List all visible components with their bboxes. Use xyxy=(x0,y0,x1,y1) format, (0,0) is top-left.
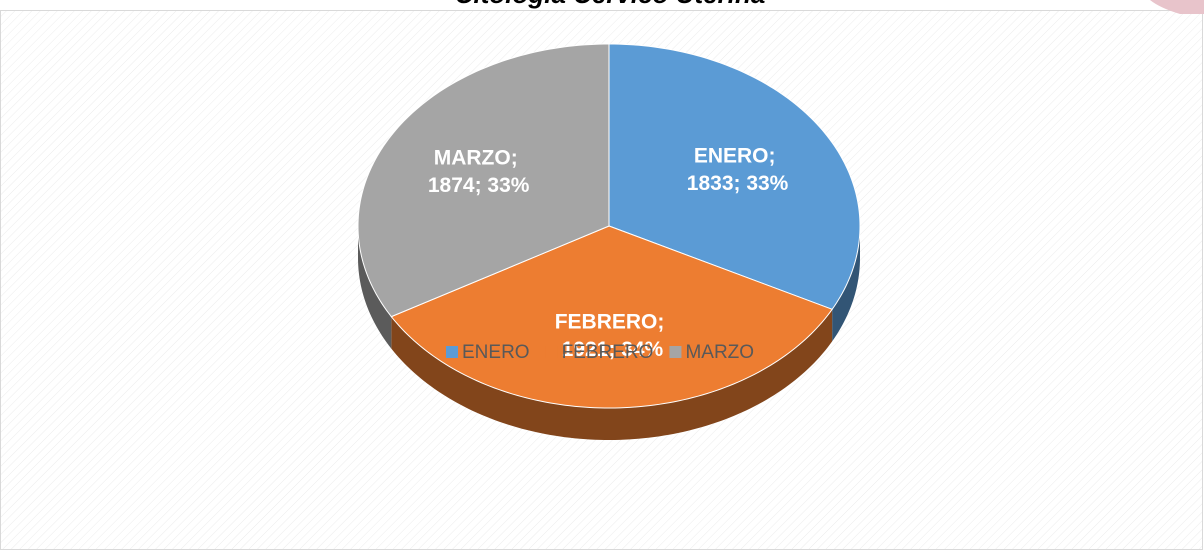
data-label-line: ENERO; xyxy=(694,144,782,167)
data-label-line: 1833; 33% xyxy=(687,171,789,194)
pie-side xyxy=(832,226,860,342)
corner-decoration xyxy=(1150,0,1204,14)
legend-label: MARZO xyxy=(685,342,754,363)
data-label-line: MARZO; xyxy=(434,146,524,169)
data-label-line: FEBRERO; xyxy=(555,310,671,333)
legend-swatch xyxy=(446,346,458,358)
data-label: FEBRERO; 1921; 34% xyxy=(555,310,671,360)
pie-slice xyxy=(357,43,610,318)
legend-swatch xyxy=(545,346,558,358)
pie-slice xyxy=(608,43,861,310)
data-label-line: 1921; 34% xyxy=(562,337,664,360)
chart-title: Citología Cervico Uterina xyxy=(455,0,766,9)
pie-side xyxy=(391,309,833,440)
legend-label: ENERO xyxy=(462,342,530,363)
data-label: MARZO; 1874; 33% xyxy=(428,146,530,196)
pie-side xyxy=(358,226,392,349)
legend-swatch xyxy=(669,346,682,358)
pie-slice xyxy=(390,225,833,409)
data-label: ENERO; 1833; 33% xyxy=(687,144,789,194)
legend-label: FEBRERO xyxy=(562,342,654,363)
data-label-line: 1874; 33% xyxy=(428,174,530,197)
